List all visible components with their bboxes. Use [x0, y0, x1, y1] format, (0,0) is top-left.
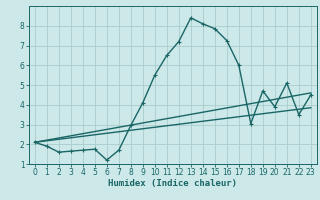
X-axis label: Humidex (Indice chaleur): Humidex (Indice chaleur)	[108, 179, 237, 188]
